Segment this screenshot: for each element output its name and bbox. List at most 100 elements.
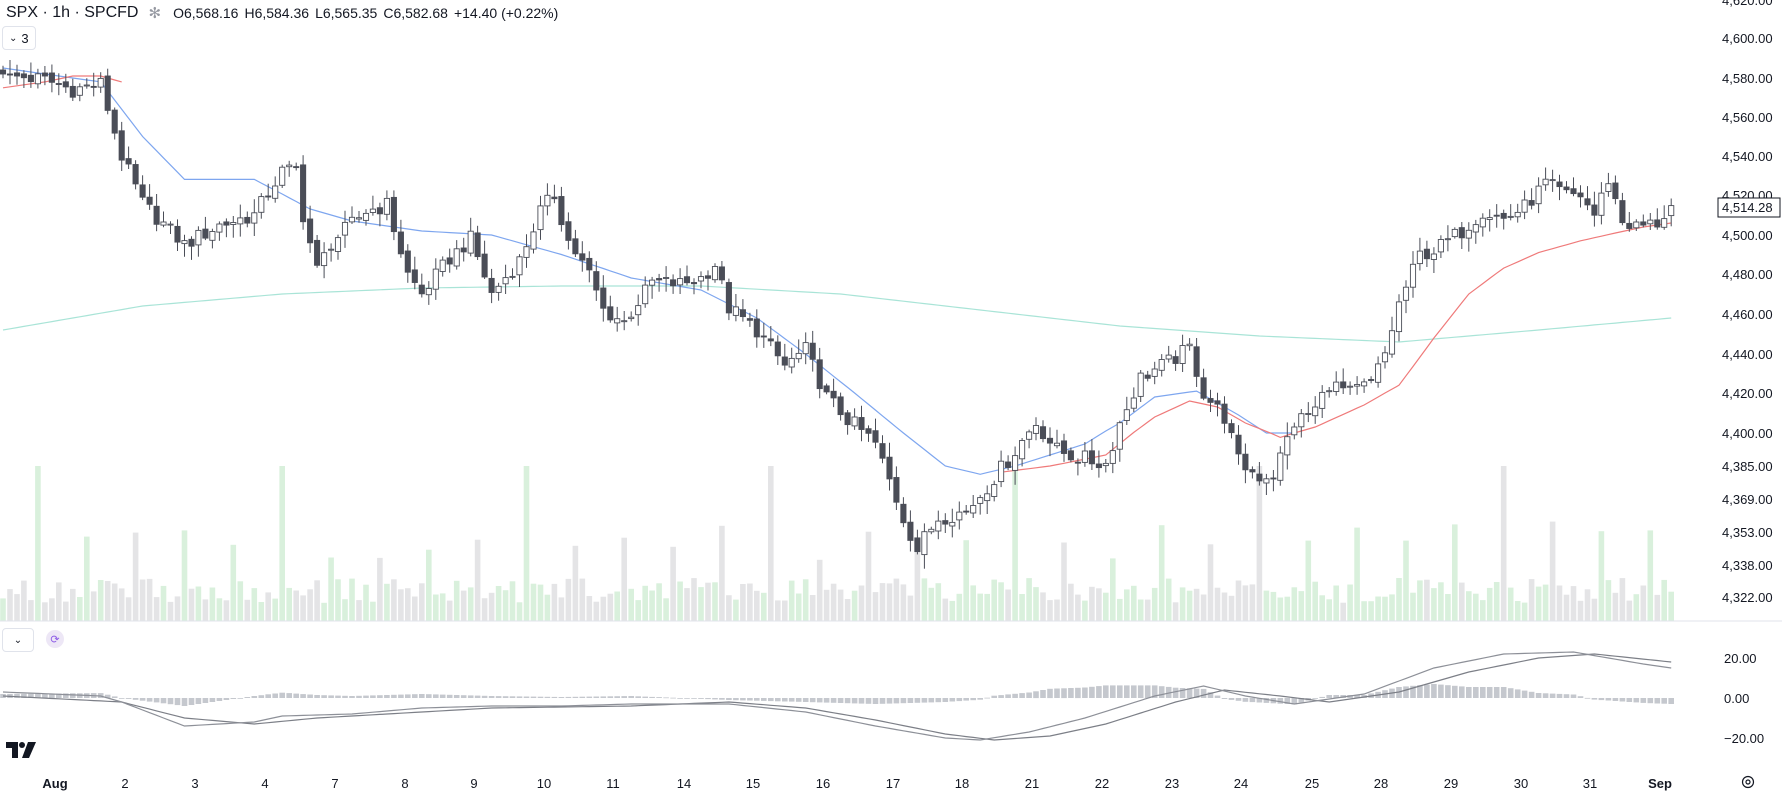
candle [544, 183, 551, 216]
macd-histogram-bar [1528, 691, 1535, 698]
volume-bar [90, 591, 97, 621]
volume-bar [467, 587, 474, 621]
macd-histogram-bar [1179, 688, 1186, 698]
volume-bar [84, 536, 90, 621]
moving-average-slow [2, 285, 1672, 343]
candle [139, 175, 146, 201]
candle [362, 209, 370, 226]
volume-bar [293, 590, 299, 621]
volume-bar [719, 525, 725, 621]
tradingview-logo-icon[interactable] [6, 738, 36, 764]
volume-bar [132, 532, 139, 621]
macd-histogram-bar [1221, 698, 1228, 699]
candle [753, 309, 760, 348]
macd-histogram-bar [412, 694, 418, 698]
volume-bar [49, 598, 55, 621]
volume-bar [1389, 594, 1395, 621]
volume-bar [642, 585, 648, 621]
tv-logo-shape [6, 742, 36, 758]
macd-histogram-bar [691, 698, 697, 699]
candle [1116, 420, 1123, 462]
volume-bar [900, 584, 907, 621]
gear-icon[interactable] [1740, 774, 1756, 790]
volume-bar [1228, 595, 1235, 621]
volume-bar [405, 588, 411, 621]
candle [711, 263, 719, 283]
macd-axis[interactable]: 20.00 0.00 −20.00 [1724, 651, 1764, 746]
macd-pane-toggle-button[interactable]: ⌄ [2, 628, 34, 652]
volume-bar [1591, 598, 1598, 621]
ohlc-low: L6,565.35 [315, 5, 378, 21]
macd-histogram-bar [1466, 687, 1472, 698]
candle [523, 234, 530, 268]
volume-bar [907, 595, 914, 621]
macd-histogram-bar [649, 696, 655, 698]
candle [1088, 439, 1095, 470]
candle [1053, 429, 1061, 449]
macd-histogram-bar [1144, 685, 1151, 698]
macd-histogram-bar [104, 694, 111, 698]
volume-bar [705, 582, 711, 621]
candle [328, 243, 335, 262]
macd-histogram-bar [1019, 693, 1025, 698]
candle [823, 383, 830, 395]
volume-bar [460, 590, 467, 621]
indicators-toggle-button[interactable]: ⌄ 3 [2, 26, 36, 50]
price-axis[interactable]: 4,620.00 4,600.00 4,580.00 4,560.00 4,540.00… [1722, 0, 1773, 605]
candle [1005, 455, 1012, 471]
volume-bar [216, 598, 223, 621]
volume-bar [125, 597, 132, 621]
macd-histogram-bar [1445, 685, 1451, 698]
macd-histogram-bar [167, 698, 174, 705]
volume-bar [830, 583, 837, 621]
volume-bar [558, 597, 565, 621]
macd-histogram-bar [1668, 698, 1674, 704]
candle [1486, 209, 1493, 232]
symbol-title[interactable]: SPX · 1h · SPCFD [6, 4, 139, 21]
candle [663, 266, 670, 292]
candle [586, 251, 593, 283]
candle [474, 225, 481, 260]
candle [132, 160, 139, 190]
volume-bar [1647, 530, 1654, 621]
candle [1298, 409, 1305, 438]
volume-bar [1061, 542, 1067, 621]
candle [621, 311, 628, 331]
macd-histogram-bar [516, 696, 523, 698]
time-axis[interactable]: Aug 2 3 4 7 8 9 10 11 14 15 16 17 18 21 22 23 24 25 28 29 30 3… [42, 776, 1672, 791]
macd-histogram-bar [1193, 688, 1200, 698]
candle [872, 418, 879, 449]
candle [635, 294, 642, 326]
volume-bar [802, 579, 809, 621]
refresh-button[interactable]: ⟳ [46, 630, 64, 648]
candle [998, 450, 1005, 488]
candle [153, 194, 160, 232]
candle [1458, 222, 1465, 249]
volume-bar [474, 539, 481, 621]
macd-histogram-bar [1584, 697, 1591, 699]
candle [537, 195, 544, 240]
candle [1542, 167, 1549, 191]
macd-histogram-bar [1535, 693, 1542, 698]
candle [83, 78, 90, 89]
candle [1500, 209, 1507, 230]
volume-bar [1403, 540, 1409, 621]
candle [509, 268, 516, 280]
time-axis-label: 2 [121, 776, 128, 791]
candle [1249, 466, 1256, 479]
macd-histogram-bar [14, 693, 20, 698]
candle [572, 229, 579, 257]
macd-histogram-bar [398, 694, 404, 698]
volume-bar [384, 583, 390, 621]
volume-bar [628, 588, 634, 621]
volume-bar [1431, 588, 1437, 621]
macd-histogram-bar [1619, 698, 1626, 702]
volume-bar [579, 578, 586, 621]
moving-averages [2, 67, 1672, 475]
macd-histogram-bar [300, 694, 306, 698]
candle [1284, 422, 1291, 470]
volume-bar [1375, 596, 1381, 621]
candle [1291, 422, 1298, 440]
